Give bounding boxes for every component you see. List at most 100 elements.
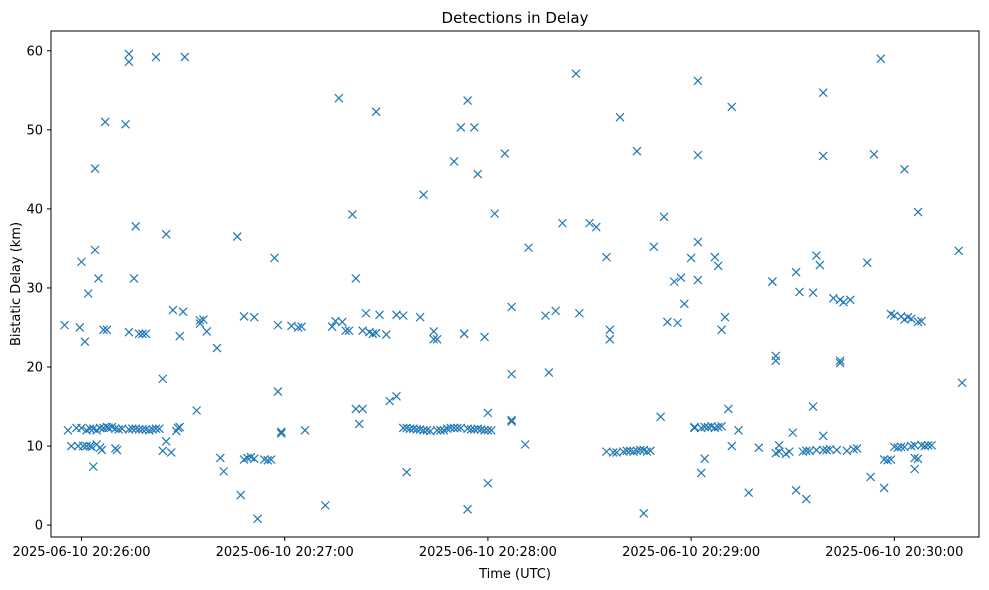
detection-marker: [828, 293, 838, 303]
detection-marker: [232, 232, 242, 241]
detection-marker: [138, 329, 147, 339]
detection-marker: [483, 425, 493, 435]
detection-marker: [720, 312, 730, 322]
detection-marker: [463, 96, 473, 105]
detection-marker: [832, 445, 842, 455]
detection-marker: [436, 425, 445, 435]
detection-marker: [754, 443, 764, 453]
detection-marker: [906, 314, 916, 324]
detection-marker: [371, 328, 381, 338]
detection-marker: [642, 447, 652, 457]
detection-marker: [591, 222, 601, 232]
detection-marker: [896, 442, 906, 452]
detection-marker: [351, 274, 361, 283]
detection-marker: [351, 404, 361, 414]
detection-marker: [801, 494, 811, 504]
y-tick-label: 40: [26, 202, 43, 217]
detection-marker: [615, 112, 625, 122]
detection-marker: [659, 212, 669, 222]
detection-marker: [524, 243, 533, 253]
detection-marker: [625, 446, 635, 456]
detection-marker: [249, 454, 259, 464]
detection-marker: [239, 311, 249, 321]
detection-marker: [544, 368, 554, 377]
detection-marker: [419, 190, 428, 200]
detection-marker: [151, 424, 161, 434]
detection-marker: [344, 326, 354, 336]
detection-marker: [656, 412, 666, 422]
detection-marker: [90, 245, 100, 255]
detection-marker: [574, 308, 584, 318]
detection-marker: [700, 454, 710, 464]
y-tick-label: 30: [26, 281, 43, 296]
detection-marker: [334, 93, 344, 103]
detection-marker: [175, 422, 185, 432]
detection-marker: [270, 253, 279, 263]
detection-marker: [913, 317, 923, 327]
detection-marker: [368, 329, 378, 339]
detection-marker: [791, 267, 801, 277]
detection-marker: [178, 307, 188, 317]
detection-marker: [112, 445, 122, 455]
detection-marker: [341, 326, 351, 336]
detection-marker: [300, 425, 310, 435]
detection-marker: [415, 312, 425, 322]
detection-marker: [202, 327, 212, 336]
detection-marker: [879, 455, 889, 464]
detection-marker: [906, 441, 916, 451]
detection-marker: [168, 305, 178, 315]
detection-marker: [835, 356, 845, 366]
detection-marker: [449, 157, 459, 166]
detection-marker: [83, 289, 93, 298]
detection-marker: [693, 150, 703, 160]
y-tick-label: 50: [26, 123, 43, 138]
detection-marker: [276, 429, 286, 438]
detection-marker: [449, 423, 459, 433]
detection-marker: [686, 253, 696, 263]
detection-marker: [348, 210, 357, 219]
detection-marker: [141, 425, 151, 434]
detection-marker: [358, 326, 368, 336]
detection-marker: [784, 447, 794, 457]
detection-marker: [100, 117, 110, 127]
detection-marker: [602, 252, 611, 262]
detection-marker: [110, 424, 120, 434]
detection-marker: [480, 332, 489, 342]
detection-marker: [249, 312, 259, 322]
detection-marker: [78, 441, 88, 451]
detection-marker: [158, 446, 168, 456]
detection-marker: [507, 302, 517, 312]
detection-marker: [849, 444, 859, 454]
detection-marker: [910, 440, 920, 450]
detection-marker: [88, 462, 98, 472]
detection-marker: [791, 485, 801, 495]
detection-marker: [835, 358, 845, 368]
x-axis-title: Time (UTC): [478, 567, 551, 582]
x-tick-label: 2025-06-10 20:30:00: [825, 545, 963, 560]
detection-marker: [66, 441, 76, 451]
detection-marker: [276, 427, 286, 437]
detection-marker: [676, 273, 686, 283]
detection-marker: [900, 164, 909, 174]
x-tick-label: 2025-06-10 20:29:00: [622, 545, 760, 560]
detection-marker: [371, 107, 381, 117]
detection-marker: [473, 424, 483, 434]
detection-marker: [818, 88, 828, 98]
detection-marker: [808, 402, 818, 411]
detection-marker: [327, 322, 337, 332]
detection-marker: [173, 423, 183, 433]
detection-marker: [469, 123, 479, 132]
detection-marker: [90, 164, 100, 173]
detection-marker: [93, 274, 103, 283]
detection-marker: [608, 447, 618, 457]
detection-marker: [727, 102, 737, 112]
detection-marker: [910, 464, 920, 474]
detection-marker: [320, 500, 330, 510]
detection-marker: [822, 445, 832, 455]
detection-marker: [483, 408, 493, 418]
detection-marker: [266, 455, 276, 464]
detection-marker: [910, 453, 920, 463]
detection-marker: [693, 76, 703, 86]
detection-marker: [75, 323, 85, 332]
